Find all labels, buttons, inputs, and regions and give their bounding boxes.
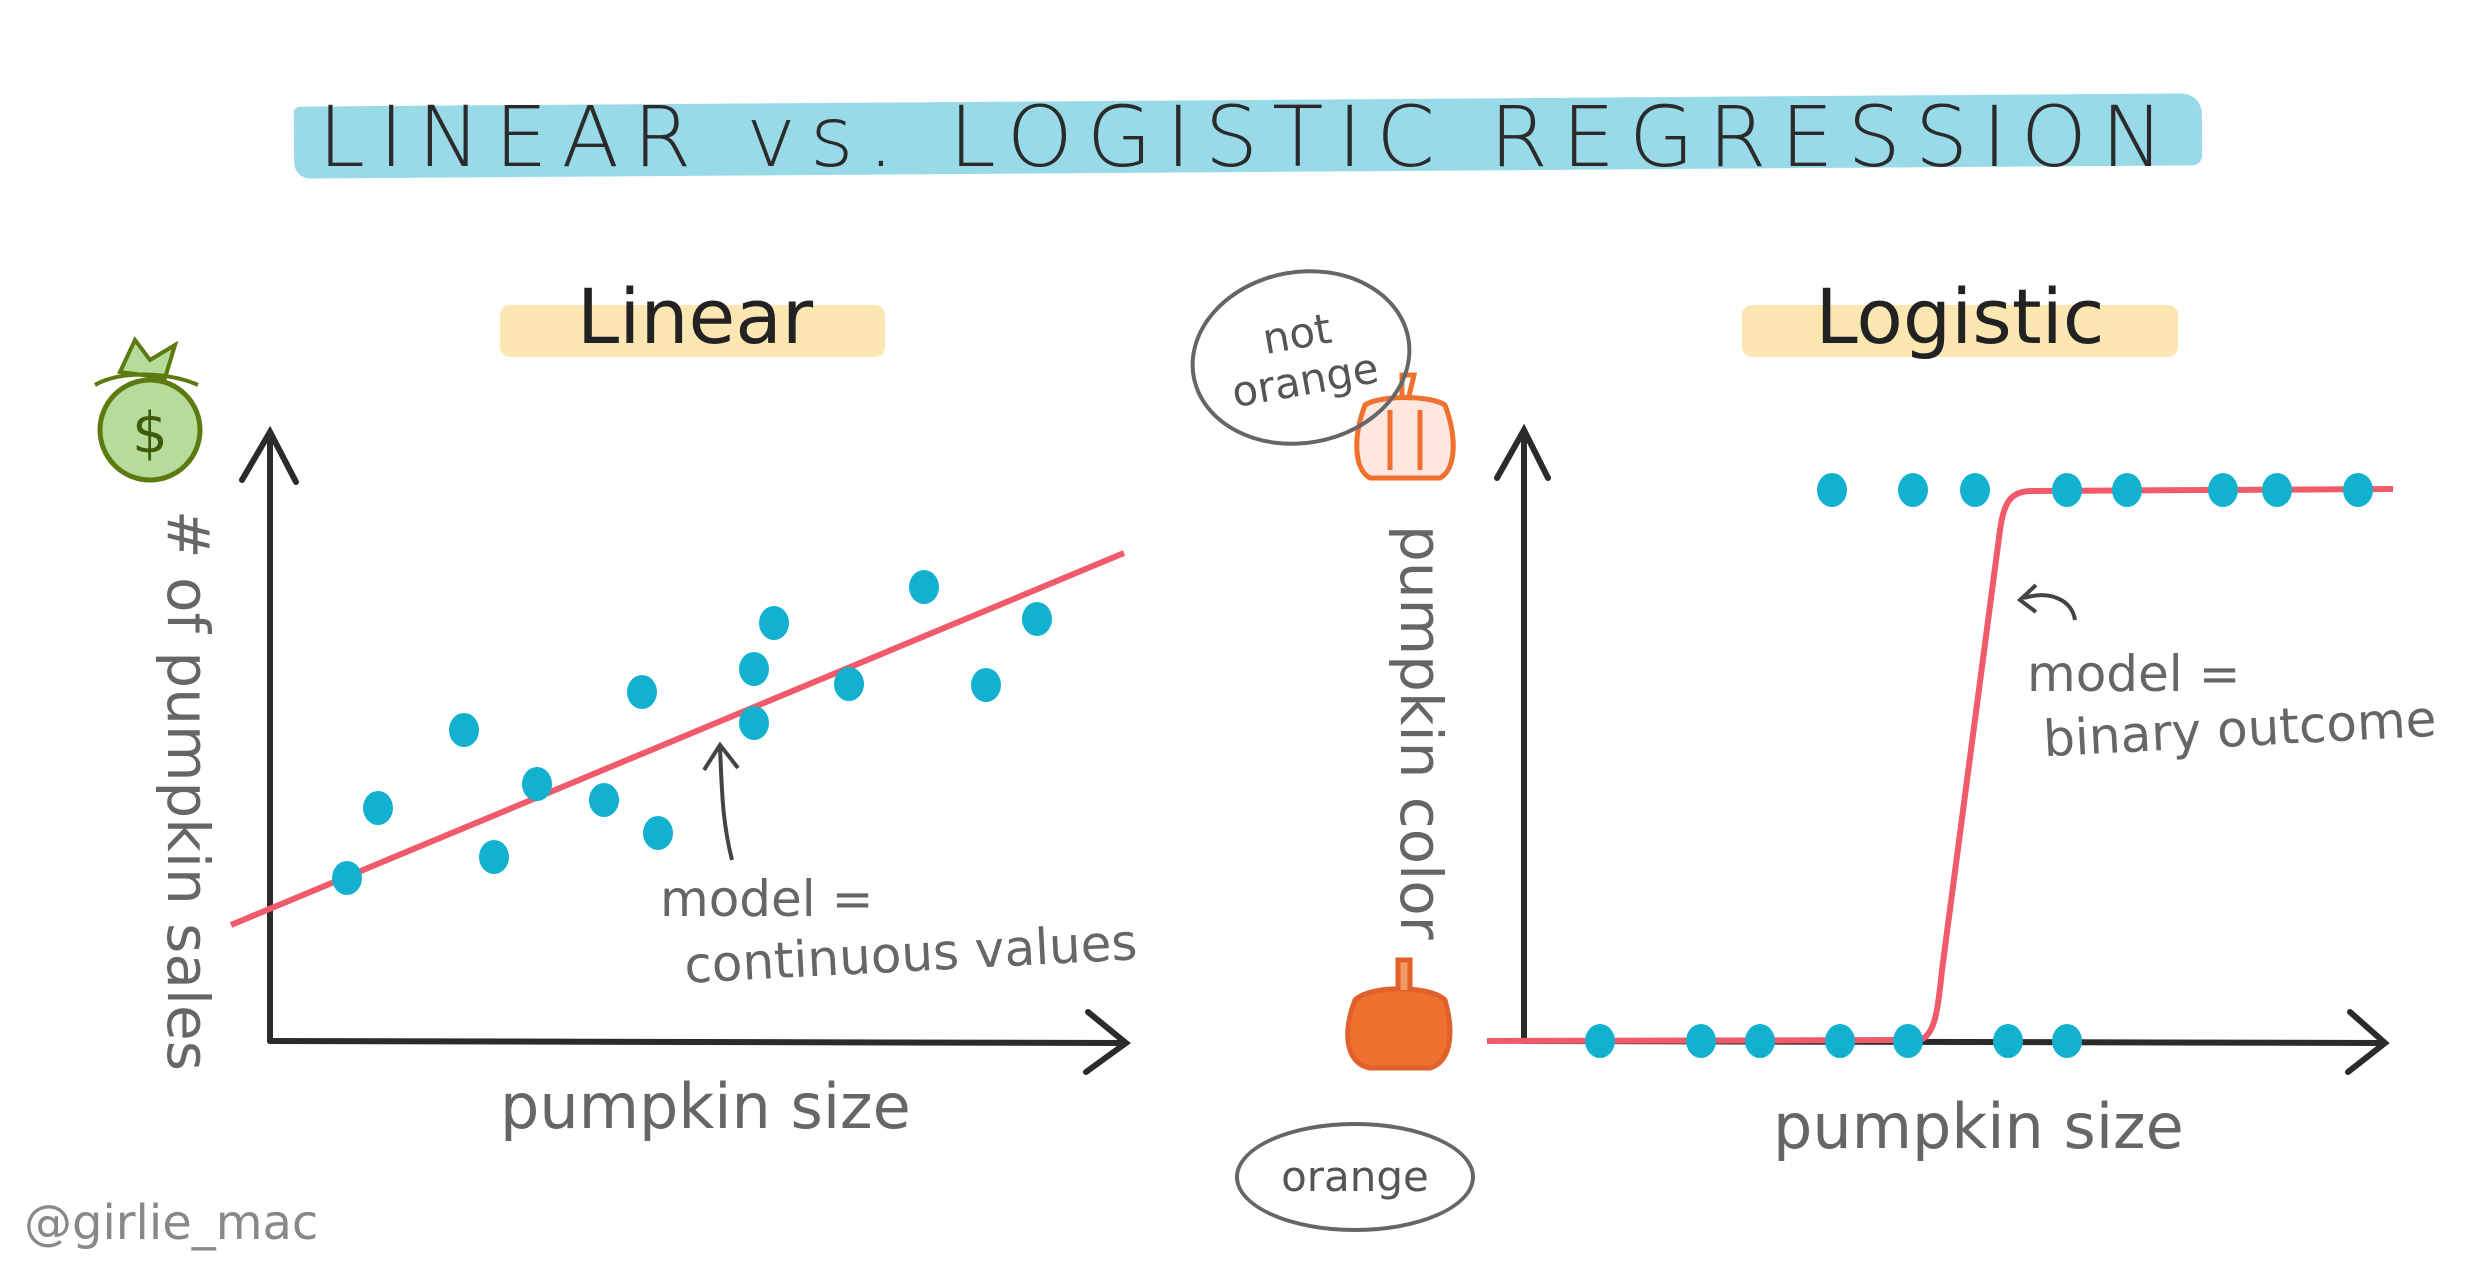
logistic-data-point [2208, 473, 2238, 507]
logistic-data-point [1585, 1024, 1615, 1058]
logistic-heading-highlight [1742, 305, 2178, 357]
linear-data-point [971, 668, 1001, 702]
linear-y-label: # of pumpkin sales [154, 510, 222, 1071]
linear-data-point [627, 675, 657, 709]
logistic-model-arrow [2016, 583, 2077, 621]
linear-model-line [229, 550, 1126, 928]
orange-bubble: orange [1235, 1122, 1475, 1232]
logistic-y-label: pumpkin color [1387, 525, 1455, 940]
linear-heading: Linear [576, 272, 814, 361]
logistic-data-point [1825, 1024, 1855, 1058]
linear-note-line1: model = [660, 870, 874, 928]
logistic-data-point [2052, 1024, 2082, 1058]
linear-data-point [1022, 602, 1052, 636]
linear-data-point [363, 791, 393, 825]
logistic-x-label: pumpkin size [1773, 1090, 2184, 1163]
linear-data-point [643, 816, 673, 850]
linear-data-point [479, 840, 509, 874]
linear-model-arrow [702, 741, 740, 861]
logistic-y-axis [1494, 423, 1551, 1044]
linear-axes [239, 425, 1131, 1075]
logistic-data-point [2052, 473, 2082, 507]
linear-data-point [332, 861, 362, 895]
logistic-heading: Logistic [1815, 272, 2105, 361]
linear-data-point [759, 606, 789, 640]
logistic-note-line1: model = [2027, 645, 2241, 703]
logistic-data-point [1893, 1024, 1923, 1058]
linear-data-point [449, 713, 479, 747]
linear-x-label: pumpkin size [500, 1070, 911, 1143]
pumpkin-orange-icon [1345, 957, 1453, 1071]
logistic-data-point [1686, 1024, 1716, 1058]
logistic-data-point [1993, 1024, 2023, 1058]
svg-text:$: $ [132, 401, 168, 466]
linear-x-axis [267, 1009, 1131, 1075]
logistic-data-point [1960, 473, 1990, 507]
logistic-data-point [1817, 473, 1847, 507]
logistic-data-point [1745, 1024, 1775, 1058]
logistic-data-point [2262, 473, 2292, 507]
signature: @girlie_mac [24, 1195, 319, 1251]
logistic-data-point [2343, 473, 2373, 507]
linear-data-point [589, 783, 619, 817]
linear-data-point [739, 706, 769, 740]
linear-data-point [834, 667, 864, 701]
page-title: LINEAR vs. LOGISTIC REGRESSION [318, 88, 2178, 186]
linear-y-axis [239, 425, 299, 1044]
logistic-data-point [1898, 473, 1928, 507]
logistic-model-curve [1486, 486, 2394, 1044]
linear-data-point [522, 767, 552, 801]
money-bag-icon: $ [93, 336, 203, 483]
pumpkin-outline-icon [1354, 372, 1456, 481]
linear-heading-highlight [500, 305, 885, 357]
linear-data-point [739, 652, 769, 686]
logistic-data-point [2112, 473, 2142, 507]
linear-data-point [909, 570, 939, 604]
